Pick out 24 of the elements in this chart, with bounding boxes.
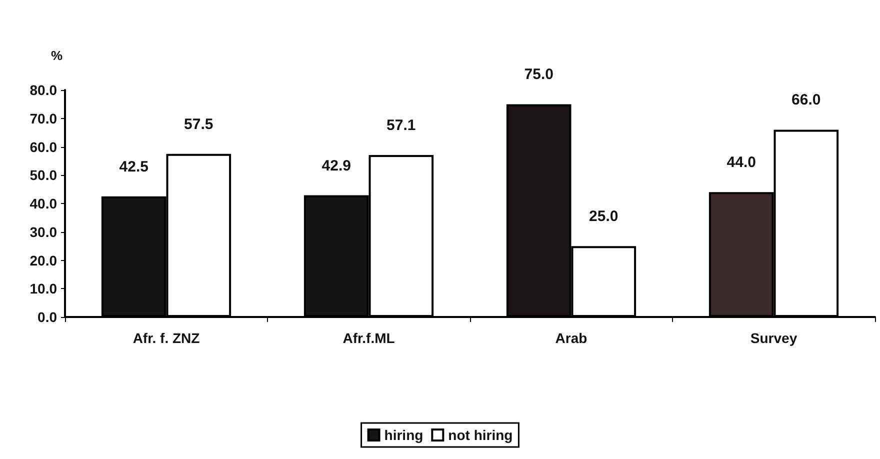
- y-tick-label: 70.0: [30, 110, 58, 126]
- y-tick-label: 40.0: [30, 196, 58, 212]
- y-tick-label: 10.0: [30, 280, 58, 297]
- legend-label: not hiring: [448, 427, 513, 443]
- y-tick-label: 30.0: [30, 224, 58, 240]
- data-label: 42.5: [119, 158, 148, 176]
- y-tick-label: 80.0: [30, 82, 58, 98]
- data-label: 42.9: [322, 157, 351, 174]
- data-label: 75.0: [524, 66, 554, 84]
- data-label: 44.0: [726, 154, 756, 172]
- y-tick-label: 60.0: [30, 138, 58, 155]
- y-tick-label: 0.0: [38, 309, 58, 325]
- legend-label: hiring: [384, 427, 424, 443]
- x-tick-label: Arab: [555, 330, 588, 346]
- y-tick-label: 50.0: [30, 167, 58, 184]
- data-label: 57.5: [184, 116, 214, 133]
- x-tick-label: Afr. f. ZNZ: [132, 330, 200, 346]
- x-tick-label: Afr.f.ML: [342, 330, 396, 346]
- data-label: 66.0: [792, 92, 821, 109]
- y-axis-title: %: [51, 48, 63, 63]
- y-tick-label: 20.0: [30, 252, 58, 268]
- x-tick-label: Survey: [750, 330, 798, 346]
- data-label: 25.0: [589, 208, 618, 226]
- data-label: 57.1: [386, 116, 416, 134]
